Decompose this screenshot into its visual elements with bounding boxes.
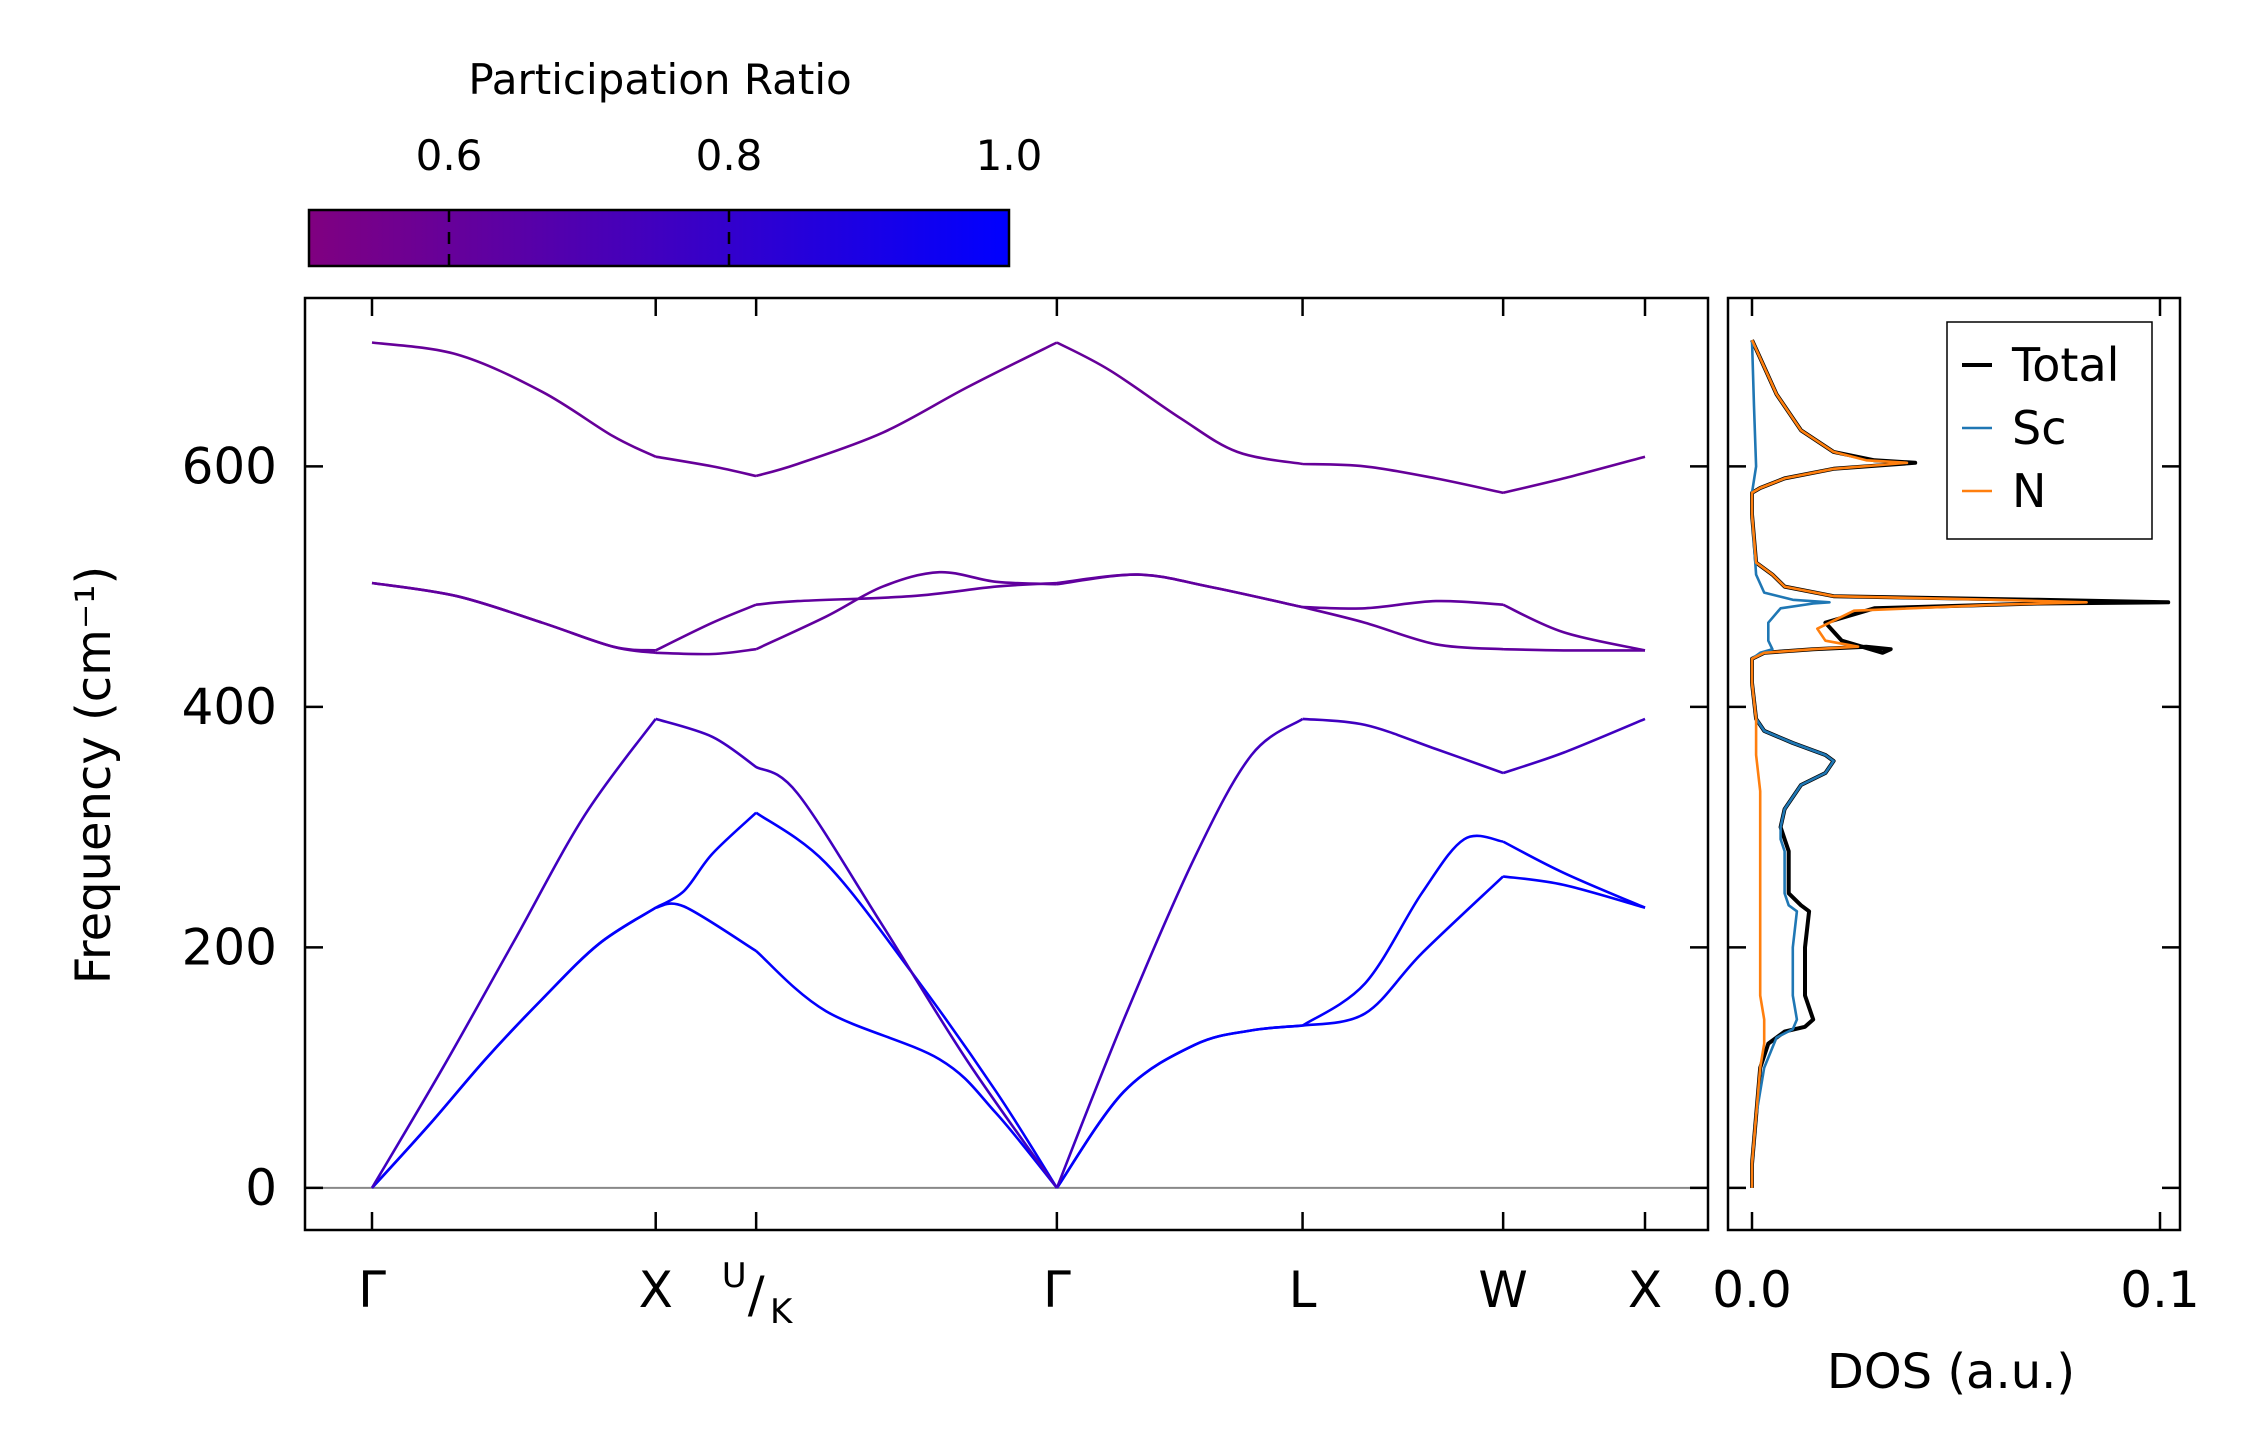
- y-tick-label: 400: [182, 678, 277, 736]
- dos-x-tick-label: 0.0: [1712, 1261, 1792, 1319]
- band-plot-frame: [303, 296, 1710, 1232]
- x-axis-label-dos: DOS (a.u.): [1827, 1344, 2075, 1400]
- dos-axes: 0.0 0.1: [1712, 296, 2200, 1319]
- k-point-label: L: [1289, 1261, 1317, 1319]
- legend-label-sc: Sc: [2012, 401, 2067, 455]
- legend-box: [1946, 321, 2153, 540]
- k-point-label: Γ: [1043, 1261, 1071, 1319]
- k-point-label: Γ: [358, 1261, 386, 1319]
- band-line-lo: [371, 341, 1646, 495]
- k-label-u: U: [722, 1256, 747, 1296]
- y-tick-label: 600: [182, 437, 277, 495]
- band-axes: 0 200 400 600 Γ X U / K Γ L W X: [182, 296, 1710, 1332]
- band-line-ta2: [371, 811, 1646, 1189]
- colorbar-tick-label: 0.6: [416, 131, 483, 180]
- k-label-slash: /: [748, 1266, 765, 1324]
- colorbar-ticks: 0.6 0.8 1.0: [416, 131, 1043, 266]
- y-tick-label: 0: [245, 1159, 277, 1217]
- band-line-to2: [371, 573, 1646, 652]
- y-tick-label: 200: [182, 918, 277, 976]
- y-axis-label: Frequency (cm⁻¹): [66, 566, 122, 984]
- k-label-k: K: [770, 1292, 794, 1332]
- legend-label-total: Total: [2011, 338, 2119, 392]
- k-point-label: W: [1478, 1261, 1527, 1319]
- dos-line-n: [1750, 339, 2088, 1188]
- k-point-label: X: [639, 1261, 673, 1319]
- colorbar-tick-label: 0.8: [696, 131, 763, 180]
- colorbar-gradient: [307, 208, 1011, 268]
- colorbar-tick-label: 1.0: [976, 131, 1043, 180]
- k-point-label: X: [1628, 1261, 1662, 1319]
- dos-x-tick-label: 0.1: [2120, 1261, 2200, 1319]
- dos-legend: Total Sc N: [1946, 321, 2153, 540]
- dos-plot-frame: [1726, 296, 2182, 1232]
- band-line-ta1: [371, 875, 1646, 1189]
- dos-line-sc: [1750, 340, 1835, 1188]
- colorbar-title: Participation Ratio: [468, 55, 851, 104]
- band-line-la: [370, 717, 1646, 1189]
- dos-panel: 0.0 0.1 DOS (a.u.) Total Sc N: [1712, 296, 2200, 1400]
- k-label-u-k: U / K: [722, 1256, 794, 1332]
- legend-label-n: N: [2012, 464, 2046, 518]
- colorbar: Participation Ratio 0.6 0.8 1.0: [307, 55, 1043, 268]
- dos-lines: [1750, 339, 2171, 1188]
- band-structure-panel: 0 200 400 600 Γ X U / K Γ L W X Frequency (cm⁻¹): [66, 296, 1710, 1332]
- band-lines: [305, 341, 1708, 1189]
